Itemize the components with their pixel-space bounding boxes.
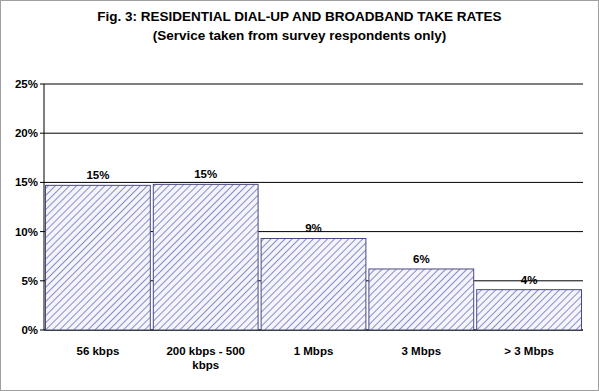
y-tick-label: 10% bbox=[15, 226, 38, 238]
y-tick bbox=[40, 84, 44, 85]
bar bbox=[261, 238, 366, 330]
y-tick-label: 5% bbox=[21, 275, 38, 287]
data-label: 6% bbox=[413, 253, 430, 265]
bar bbox=[153, 184, 258, 330]
y-tick bbox=[40, 280, 44, 281]
bar bbox=[477, 290, 582, 330]
data-label: 4% bbox=[521, 274, 538, 286]
y-tick bbox=[40, 133, 44, 134]
y-tick-label: 0% bbox=[21, 324, 38, 336]
x-tick-label: 56 kbps bbox=[76, 345, 119, 357]
subtitle: (Service taken from survey respondents o… bbox=[153, 28, 446, 43]
x-tick-label: 200 kbps - 500 kbps bbox=[166, 345, 245, 371]
x-tick-label: 3 Mbps bbox=[401, 345, 441, 357]
y-tick bbox=[40, 330, 44, 331]
x-tick-label-line: 200 kbps - 500 bbox=[166, 345, 245, 357]
data-label: 9% bbox=[305, 222, 322, 234]
x-tick-label-line: kbps bbox=[192, 359, 219, 371]
chart: Fig. 3: RESIDENTIAL DIAL-UP AND BROADBAN… bbox=[0, 0, 599, 391]
y-tick-label: 20% bbox=[15, 127, 38, 139]
bar bbox=[369, 269, 474, 330]
chart-frame bbox=[1, 1, 599, 391]
bar bbox=[46, 185, 151, 330]
y-tick-label: 25% bbox=[15, 78, 38, 90]
bars bbox=[46, 184, 582, 330]
data-label: 15% bbox=[194, 168, 217, 180]
grid-line bbox=[44, 182, 583, 183]
x-tick-label: > 3 Mbps bbox=[504, 345, 554, 357]
y-tick bbox=[40, 182, 44, 183]
y-tick-label: 15% bbox=[15, 176, 38, 188]
grid-line bbox=[44, 133, 583, 134]
x-tick-label: 1 Mbps bbox=[294, 345, 334, 357]
data-label: 15% bbox=[86, 169, 109, 181]
title: Fig. 3: RESIDENTIAL DIAL-UP AND BROADBAN… bbox=[97, 9, 501, 24]
y-tick bbox=[40, 231, 44, 232]
y-axis bbox=[44, 84, 45, 330]
grid-line bbox=[44, 84, 583, 85]
